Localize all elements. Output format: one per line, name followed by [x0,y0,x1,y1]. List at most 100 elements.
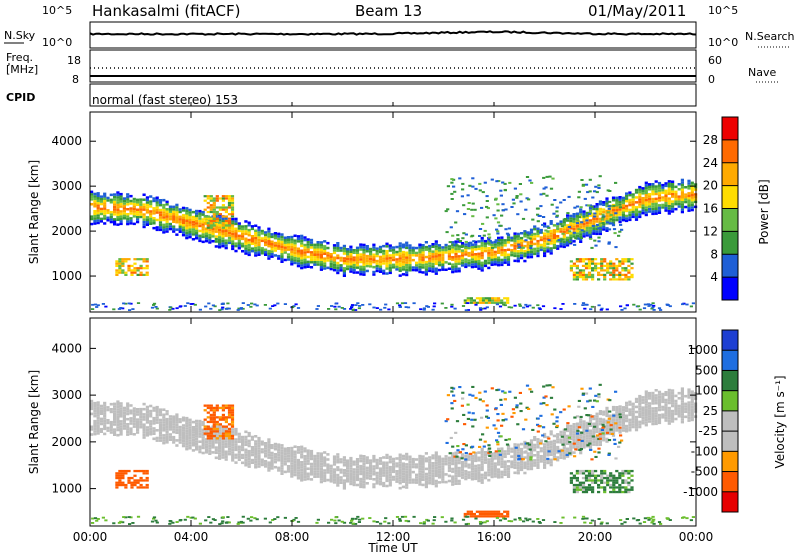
power-cell [600,260,604,263]
power-cell [437,268,442,272]
velocity-cell [158,431,163,435]
velocity-cell [549,450,553,454]
power-cell [493,255,497,259]
velocity-cell [638,425,642,429]
power-cell [478,307,483,309]
velocity-cell [398,463,402,467]
velocity-cell [165,412,169,416]
power-cell [536,242,540,245]
power-cell [516,237,520,241]
power-cell [483,249,488,253]
velocity-cell [145,479,149,482]
power-cell [418,265,422,269]
velocity-cell [569,442,573,446]
velocity-cell [575,479,579,482]
velocity-cell [227,411,232,414]
power-cell [605,197,609,200]
power-cell [211,222,215,226]
power-cell [90,215,94,218]
power-cell [618,206,622,209]
velocity-cell [323,471,327,475]
power-cell [319,246,323,249]
velocity-cell [582,433,586,436]
power-cell [549,247,553,250]
velocity-cell [657,408,662,412]
power-cell [142,220,146,224]
velocity-cell [624,488,628,491]
power-cell [453,307,457,310]
velocity-cell [638,412,642,416]
power-cell [162,223,166,227]
power-cell [372,270,376,274]
velocity-cell [250,438,254,441]
power-cell [556,247,560,250]
power-cell [139,203,143,206]
power-cell [598,220,602,223]
power-cell [145,211,149,214]
power-cell [470,258,474,261]
velocity-cell [506,452,511,455]
power-cell [103,192,107,196]
power-cell [378,245,383,249]
power-cell [290,245,294,249]
power-cell [595,230,599,233]
velocity-cell [474,467,478,470]
power-cell [398,267,402,270]
velocity-cell [615,406,619,409]
power-cell [145,273,149,276]
power-cell [221,227,225,231]
velocity-cell [441,475,445,479]
velocity-cell [267,461,271,464]
power-cell [244,230,248,233]
velocity-cell [218,406,222,410]
power-cell [117,308,121,310]
power-cell [293,256,297,260]
velocity-cell [680,407,684,411]
velocity-cell [264,447,268,450]
velocity-cell [124,469,128,473]
velocity-cell [575,422,579,426]
velocity-cell [451,460,455,463]
velocity-cell [457,474,461,478]
power-cell [183,305,187,307]
power-cell [336,266,340,270]
velocity-cell [215,430,219,433]
velocity-cell [231,453,235,457]
power-cell [162,231,166,234]
power-cell [555,210,559,213]
velocity-cell [96,429,100,433]
power-cell [212,204,216,207]
velocity-cell [198,445,202,449]
power-cell [231,217,235,221]
power-cell [667,207,671,210]
velocity-cell [405,473,409,476]
power-cell [501,203,505,206]
power-cell [142,213,146,216]
power-cell [467,251,471,255]
power-cell [533,225,537,228]
velocity-cell [96,414,100,417]
velocity-cell [398,453,402,457]
velocity-cell [208,444,212,448]
power-cell [444,246,448,249]
power-cell [638,188,642,191]
velocity-cell [247,434,251,438]
power-cell [385,264,389,268]
power-cell [477,245,481,248]
velocity-cell [346,464,350,468]
power-cell [323,262,327,265]
power-cell [129,222,133,225]
power-cell [99,212,103,216]
power-cell [444,251,448,254]
power-cell [651,210,655,213]
velocity-cell [405,457,409,461]
velocity-cell [474,454,478,457]
power-cell [303,253,307,257]
power-cell [533,247,537,251]
velocity-cell [609,472,613,475]
power-cell [126,203,130,206]
velocity-cell [212,418,216,421]
velocity-cell [483,461,488,464]
velocity-cell [618,474,622,477]
power-cell [419,308,423,311]
